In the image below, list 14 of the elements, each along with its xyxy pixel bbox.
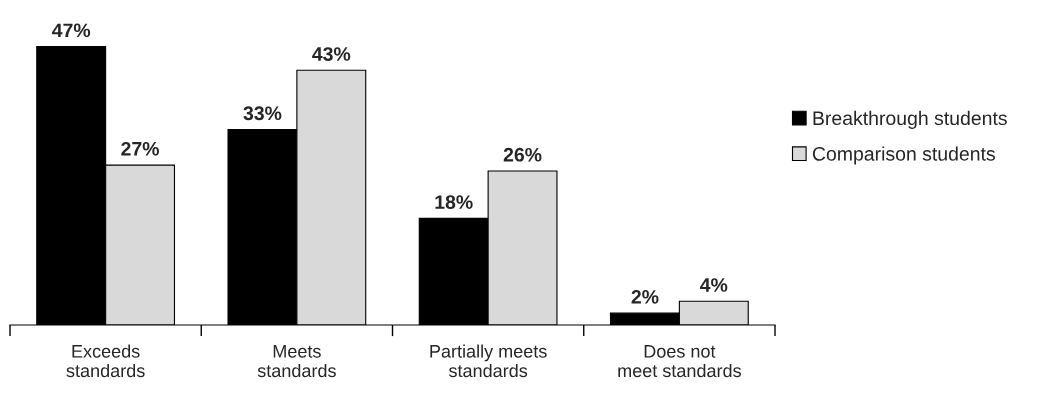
data-label: 43% <box>312 47 351 61</box>
data-label: 2% <box>631 289 659 304</box>
data-label: 26% <box>503 147 542 162</box>
x-tick-label: Partially meets standards <box>430 344 547 378</box>
legend-label: Breakthrough students <box>813 110 1007 129</box>
x-tick-label: Does not meet standards <box>618 345 741 378</box>
data-label: 18% <box>435 195 473 209</box>
data-label: 27% <box>121 141 159 156</box>
data-label: 4% <box>700 278 728 292</box>
legend-label: Comparison students <box>812 146 995 165</box>
x-tick-label: Exceeds standards <box>66 344 145 378</box>
x-tick-label: Meets standards <box>257 345 336 378</box>
data-label: 33% <box>243 106 282 121</box>
data-label: 47% <box>52 23 91 38</box>
